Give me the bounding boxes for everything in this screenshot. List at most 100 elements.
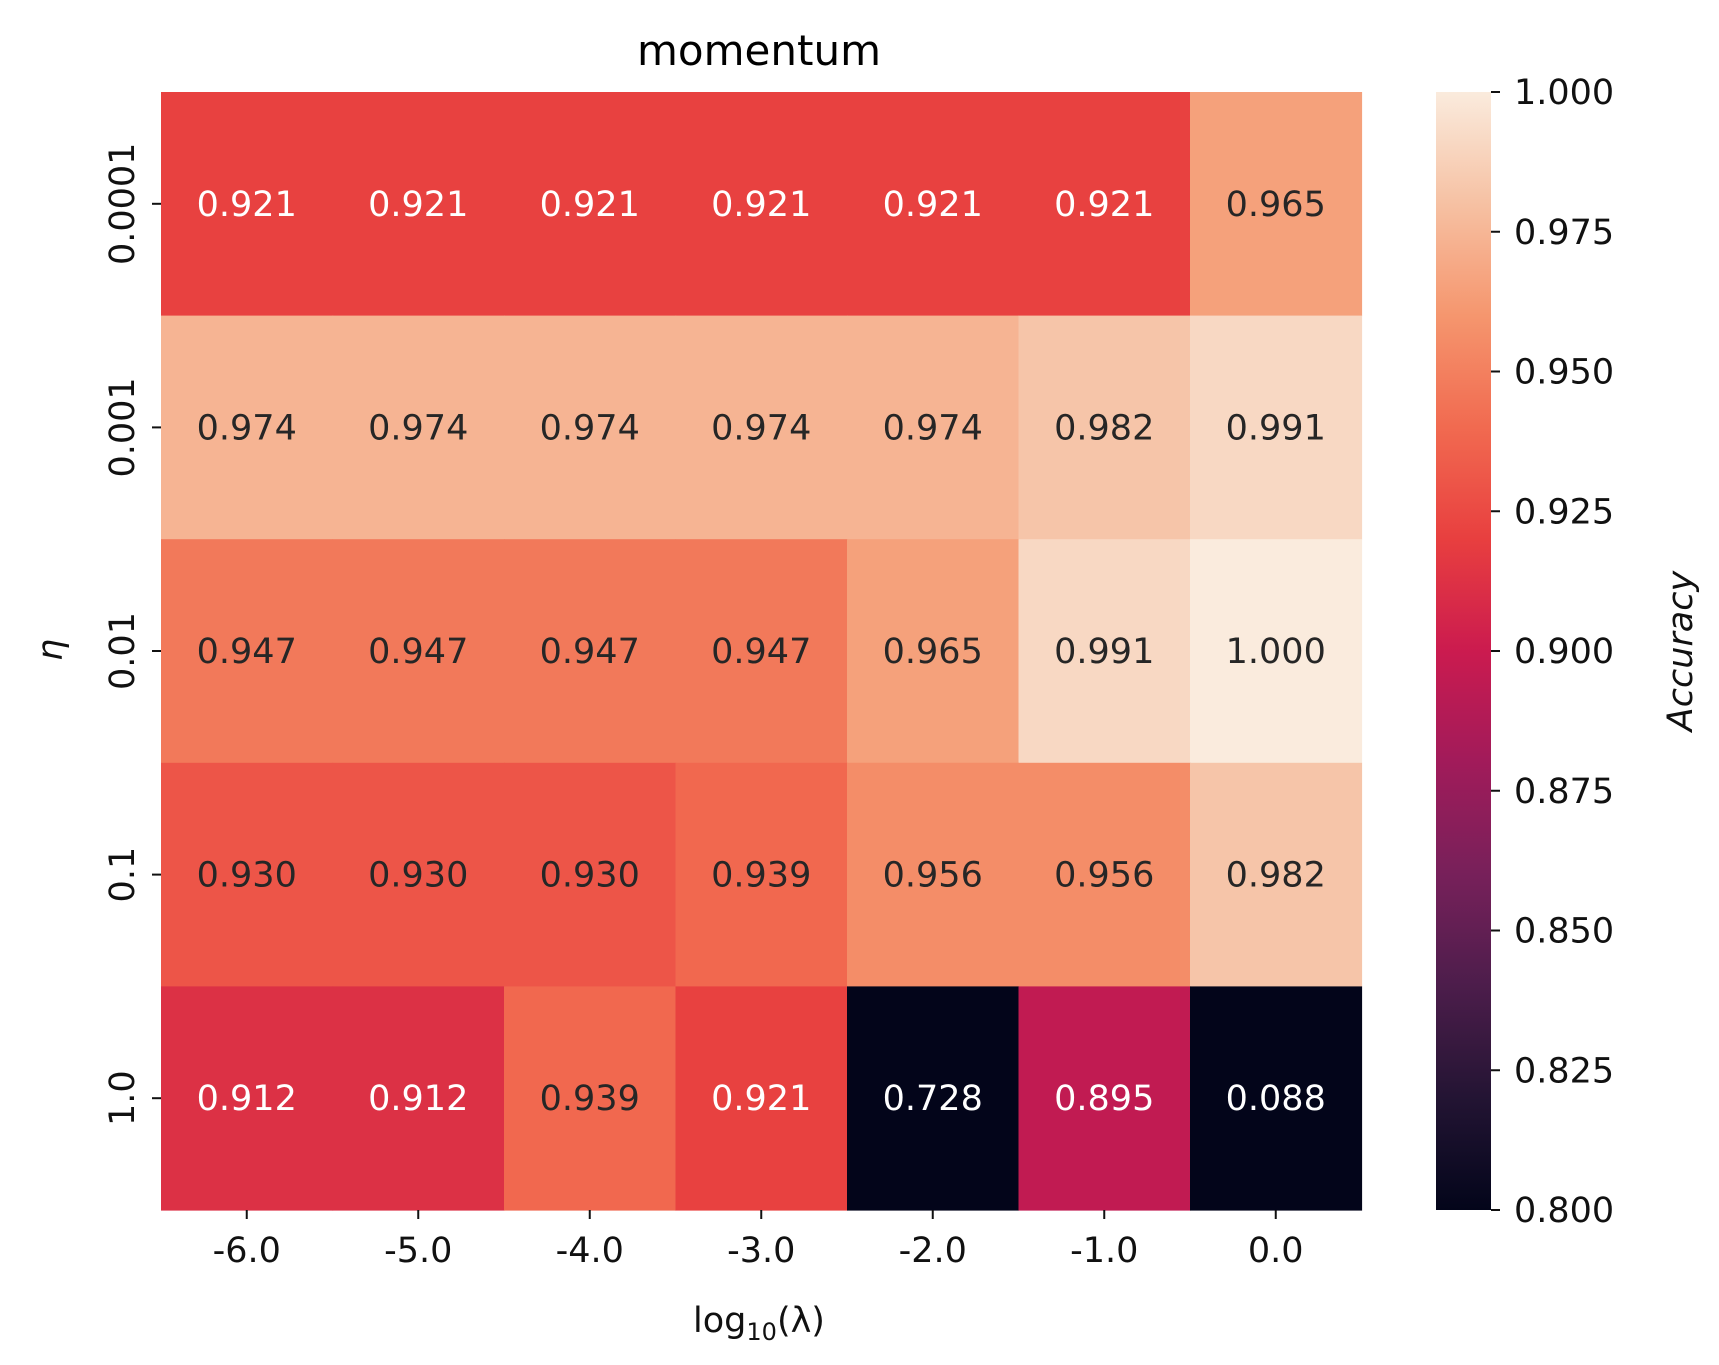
heatmap-cell-r4-c0 <box>161 986 334 1211</box>
x-tick-label-2: -4.0 <box>556 1231 624 1271</box>
cell-value-label-r0-c2: 0.921 <box>540 185 640 225</box>
y-tick-label-0: 0.0001 <box>103 143 143 265</box>
cell-value-label-r2-c0: 0.947 <box>197 632 297 672</box>
cell-value-label-r4-c1: 0.912 <box>368 1079 468 1119</box>
heatmap-cell-r4-c5 <box>1018 986 1191 1211</box>
colorbar-tick-label-8: 1.000 <box>1514 73 1614 113</box>
heatmap-cell-r0-c0 <box>161 92 334 317</box>
heatmap-cell-r0-c2 <box>504 92 677 317</box>
colorbar-ticks: 0.800 0.825 0.850 0.875 0.900 0.925 0.950 0.975… <box>1491 73 1614 1231</box>
heatmap-cell-r2-c6 <box>1190 539 1363 764</box>
colorbar-tick-label-6: 0.950 <box>1514 353 1614 393</box>
heatmap-cell-r2-c2 <box>504 539 677 764</box>
chart-title: momentum <box>637 26 881 75</box>
colorbar-tick-label-1: 0.825 <box>1514 1051 1614 1091</box>
cell-value-label-r2-c5: 0.991 <box>1054 632 1154 672</box>
heatmap-cell-r4-c3 <box>675 986 848 1211</box>
heatmap-cell-r3-c6 <box>1190 762 1363 987</box>
heatmap-cell-r4-c1 <box>332 986 505 1211</box>
heatmap-cell-r4-c4 <box>847 986 1020 1211</box>
x-axis-ticks: -6.0 -5.0 -4.0 -3.0 -2.0 -1.0 0.0 <box>213 1210 1304 1271</box>
colorbar-tick-label-2: 0.850 <box>1514 912 1614 952</box>
cell-value-label-r2-c3: 0.947 <box>711 632 811 672</box>
cell-value-label-r0-c0: 0.921 <box>197 185 297 225</box>
cell-value-label-r4-c5: 0.895 <box>1054 1079 1154 1119</box>
heatmap-cell-r0-c5 <box>1018 92 1191 317</box>
cell-value-label-r3-c2: 0.930 <box>540 856 640 896</box>
heatmap-cell-r2-c4 <box>847 539 1020 764</box>
colorbar-label: Accuracy <box>1661 570 1701 734</box>
cell-value-label-r4-c3: 0.921 <box>711 1079 811 1119</box>
cell-value-label-r0-c5: 0.921 <box>1054 185 1154 225</box>
x-tick-label-3: -3.0 <box>727 1231 795 1271</box>
x-tick-label-1: -5.0 <box>384 1231 452 1271</box>
cell-value-label-r0-c6: 0.965 <box>1226 185 1326 225</box>
x-axis-label-subscript: 10 <box>746 1318 777 1346</box>
heatmap-cell-r4-c2 <box>504 986 677 1211</box>
y-axis-label: η <box>31 639 71 661</box>
cell-value-label-r0-c3: 0.921 <box>711 185 811 225</box>
heatmap-cell-r3-c2 <box>504 762 677 987</box>
heatmap-cell-r2-c0 <box>161 539 334 764</box>
heatmap-cell-r2-c1 <box>332 539 505 764</box>
heatmap-cell-r2-c5 <box>1018 539 1191 764</box>
heatmap-cell-r2-c3 <box>675 539 848 764</box>
y-tick-label-3: 0.1 <box>103 847 143 903</box>
heatmap-cell-r0-c6 <box>1190 92 1363 317</box>
heatmap-cell-r3-c0 <box>161 762 334 987</box>
y-tick-label-4: 1.0 <box>103 1070 143 1126</box>
x-tick-label-0: -6.0 <box>213 1231 281 1271</box>
heatmap-cell-r1-c4 <box>847 315 1020 540</box>
cell-value-label-r2-c6: 1.000 <box>1226 632 1326 672</box>
cell-value-label-r1-c3: 0.974 <box>711 408 811 448</box>
x-tick-label-5: -1.0 <box>1070 1231 1138 1271</box>
colorbar-tick-label-4: 0.900 <box>1514 632 1614 672</box>
cell-value-label-r3-c4: 0.956 <box>883 856 983 896</box>
heatmap-cell-r0-c4 <box>847 92 1020 317</box>
cell-value-label-r2-c4: 0.965 <box>883 632 983 672</box>
heatmap-cell-r3-c3 <box>675 762 848 987</box>
cell-value-label-r3-c5: 0.956 <box>1054 856 1154 896</box>
cell-value-label-r3-c0: 0.930 <box>197 856 297 896</box>
cell-value-label-r3-c3: 0.939 <box>711 856 811 896</box>
x-axis-label: log10(λ) <box>693 1301 825 1346</box>
colorbar-tick-label-0: 0.800 <box>1514 1191 1614 1231</box>
colorbar-tick-label-7: 0.975 <box>1514 213 1614 253</box>
heatmap-cell-r1-c5 <box>1018 315 1191 540</box>
x-axis-label-argument: (λ) <box>777 1301 825 1341</box>
cell-value-label-r1-c5: 0.982 <box>1054 408 1154 448</box>
heatmap-cells: 0.921 0.921 0.921 0.921 0.921 0.921 0.965 0.974… <box>161 92 1363 1211</box>
colorbar <box>1436 92 1491 1210</box>
cell-value-label-r1-c1: 0.974 <box>368 408 468 448</box>
cell-value-label-r3-c1: 0.930 <box>368 856 468 896</box>
heatmap-cell-r1-c0 <box>161 315 334 540</box>
heatmap-cell-r3-c5 <box>1018 762 1191 987</box>
cell-value-label-r1-c6: 0.991 <box>1226 408 1326 448</box>
heatmap-cell-r3-c1 <box>332 762 505 987</box>
cell-value-label-r4-c6: 0.088 <box>1226 1079 1326 1119</box>
colorbar-tick-label-5: 0.925 <box>1514 492 1614 532</box>
y-tick-label-1: 0.001 <box>103 377 143 477</box>
heatmap-cell-r0-c1 <box>332 92 505 317</box>
x-tick-label-4: -2.0 <box>899 1231 967 1271</box>
cell-value-label-r1-c0: 0.974 <box>197 408 297 448</box>
cell-value-label-r4-c2: 0.939 <box>540 1079 640 1119</box>
cell-value-label-r1-c2: 0.974 <box>540 408 640 448</box>
heatmap-cell-r1-c1 <box>332 315 505 540</box>
cell-value-label-r0-c4: 0.921 <box>883 185 983 225</box>
heatmap-cell-r1-c2 <box>504 315 677 540</box>
heatmap-cell-r1-c3 <box>675 315 848 540</box>
cell-value-label-r2-c2: 0.947 <box>540 632 640 672</box>
cell-value-label-r4-c0: 0.912 <box>197 1079 297 1119</box>
cell-value-label-r1-c4: 0.974 <box>883 408 983 448</box>
y-tick-label-2: 0.01 <box>103 612 143 690</box>
cell-value-label-r0-c1: 0.921 <box>368 185 468 225</box>
cell-value-label-r2-c1: 0.947 <box>368 632 468 672</box>
heatmap-cell-r4-c6 <box>1190 986 1363 1211</box>
y-axis-ticks: 0.0001 0.001 0.01 0.1 1.0 <box>103 143 161 1126</box>
colorbar-tick-label-3: 0.875 <box>1514 772 1614 812</box>
cell-value-label-r4-c4: 0.728 <box>883 1079 983 1119</box>
heatmap-cell-r0-c3 <box>675 92 848 317</box>
heatmap-cell-r1-c6 <box>1190 315 1363 540</box>
